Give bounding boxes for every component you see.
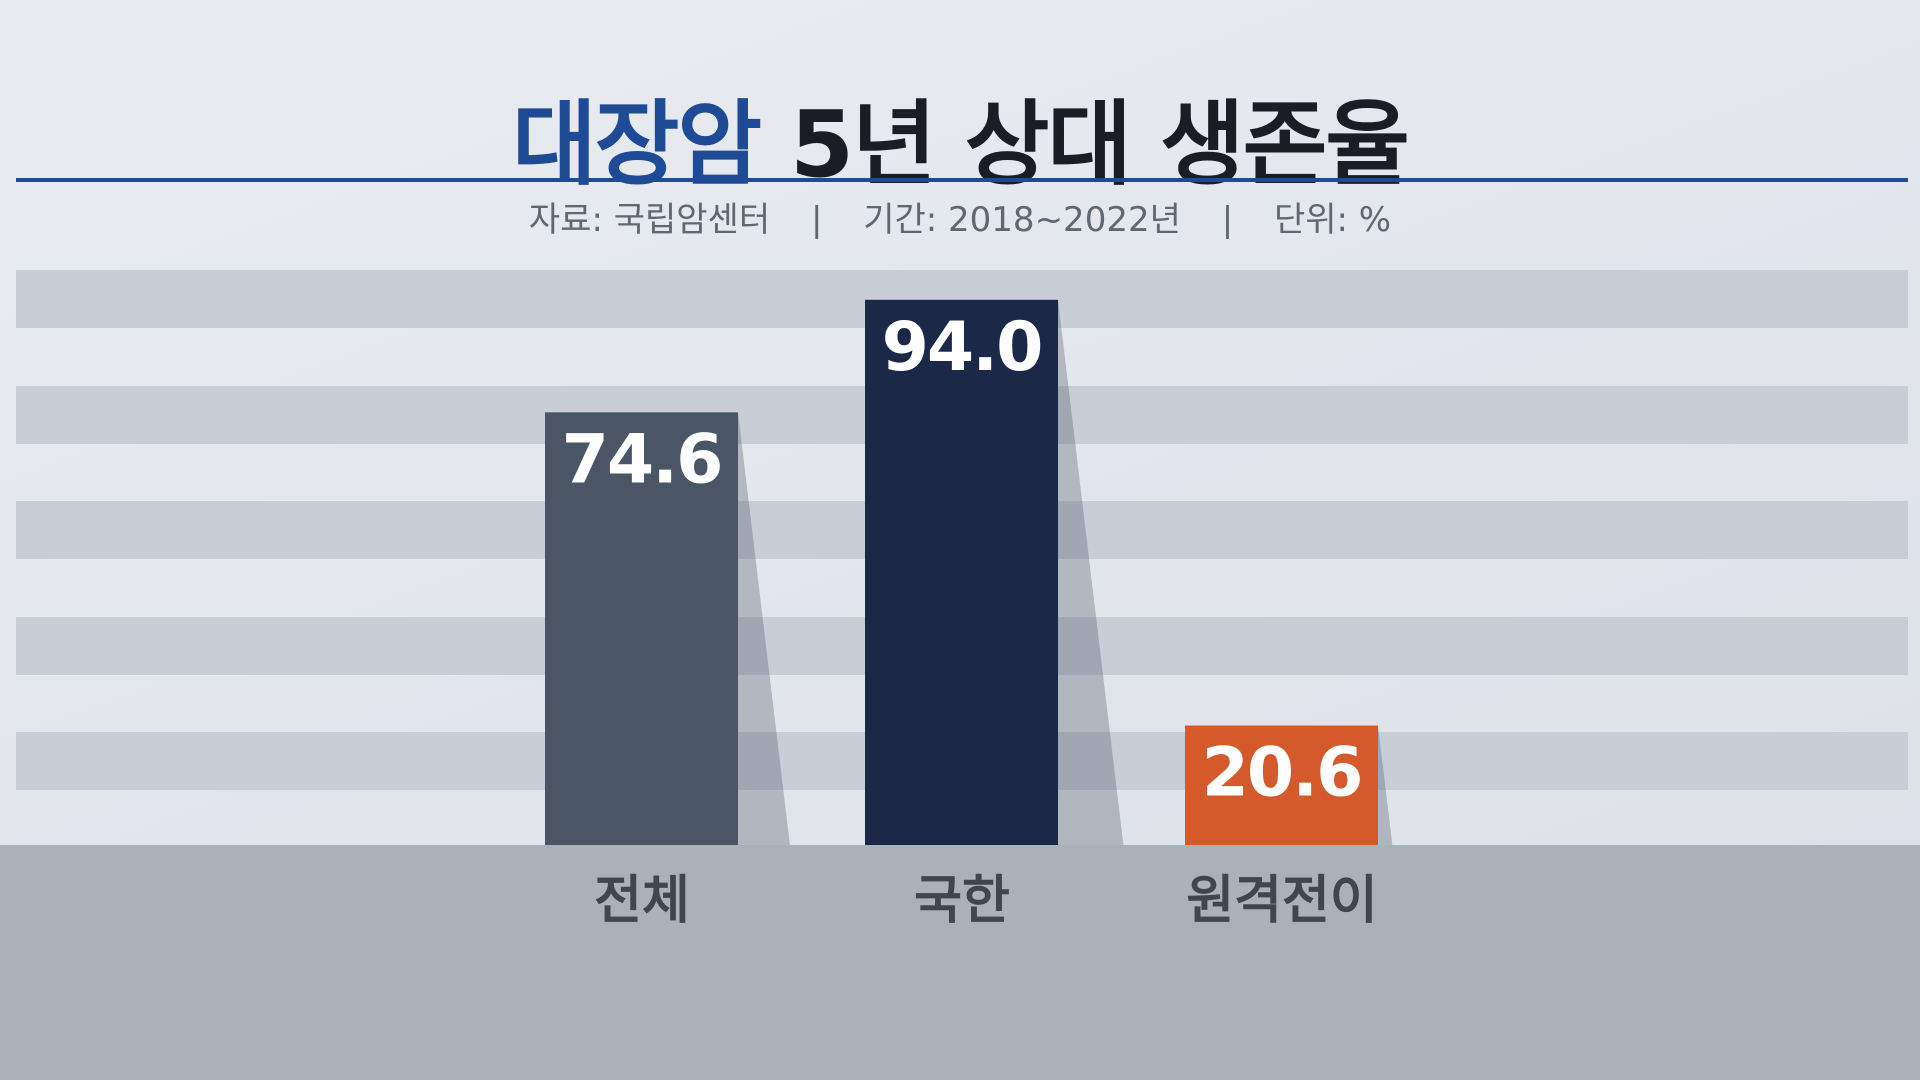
period-text: 기간: 2018~2022년 — [863, 200, 1181, 240]
separator: | — [810, 200, 823, 240]
category-label: 국한 — [914, 871, 1010, 931]
title-rule — [16, 178, 1908, 182]
bar-2 — [865, 299, 1058, 845]
bar-shadow — [738, 412, 790, 845]
bar-shadow — [1378, 725, 1393, 845]
subtitle: 자료: 국립암센터 | 기간: 2018~2022년 | 단위: % — [0, 192, 1920, 241]
chart-floor — [0, 845, 1920, 1080]
bar-1 — [545, 412, 738, 845]
value-label: 94.0 — [882, 308, 1042, 387]
category-label: 전체 — [594, 871, 690, 931]
separator: | — [1221, 200, 1234, 240]
source-text: 자료: 국립암센터 — [528, 200, 771, 240]
unit-text: 단위: % — [1273, 200, 1392, 240]
category-label: 원격전이 — [1186, 871, 1378, 931]
bar-shadow — [1058, 299, 1124, 845]
value-label: 74.6 — [562, 420, 722, 499]
bar-3 — [1185, 725, 1378, 845]
value-label: 20.6 — [1202, 734, 1362, 813]
